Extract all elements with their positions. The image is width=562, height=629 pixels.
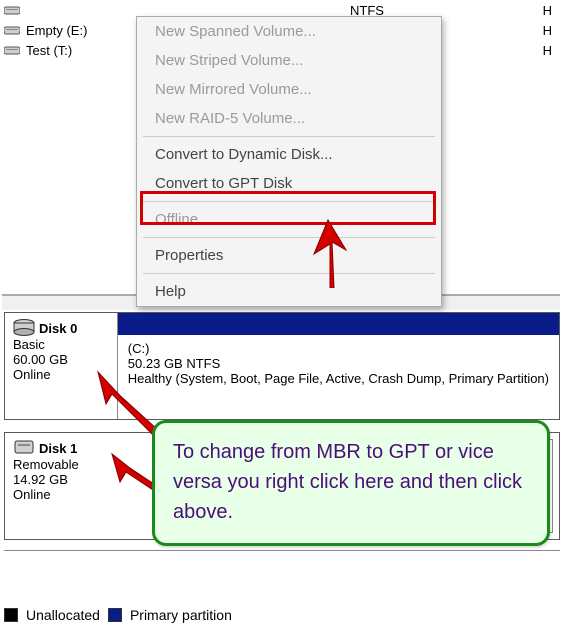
partition-letter: (C:) — [128, 341, 549, 356]
drive-icon — [4, 44, 20, 56]
volume-col: H — [428, 43, 560, 58]
menu-item: New Striped Volume... — [137, 46, 441, 75]
disk-title: Disk 0 — [39, 321, 77, 336]
menu-separator — [143, 237, 435, 238]
annotation-callout: To change from MBR to GPT or vice versa … — [152, 420, 550, 546]
legend-label: Unallocated — [26, 607, 100, 623]
callout-text: To change from MBR to GPT or vice versa … — [173, 437, 529, 527]
disk-status: Online — [13, 487, 170, 502]
menu-separator — [143, 201, 435, 202]
legend-label: Primary partition — [130, 607, 232, 623]
disk-icon — [13, 439, 35, 457]
menu-item: New Mirrored Volume... — [137, 75, 441, 104]
disk-size: 14.92 GB — [13, 472, 170, 487]
menu-item[interactable]: Properties — [137, 241, 441, 270]
disk-status: Online — [13, 367, 109, 382]
menu-item[interactable]: Convert to Dynamic Disk... — [137, 140, 441, 169]
disk-info[interactable]: Disk 0 Basic 60.00 GB Online — [5, 313, 118, 419]
partition-area[interactable]: (C:) 50.23 GB NTFS Healthy (System, Boot… — [118, 313, 559, 419]
menu-separator — [143, 136, 435, 137]
partition-info: 50.23 GB NTFS — [128, 356, 549, 371]
legend-swatch-unallocated — [4, 608, 18, 622]
menu-item: Offline — [137, 205, 441, 234]
disk-size: 60.00 GB — [13, 352, 109, 367]
menu-separator — [143, 273, 435, 274]
volume-col: H — [428, 23, 560, 38]
context-menu: New Spanned Volume...New Striped Volume.… — [136, 16, 442, 307]
legend: Unallocated Primary partition — [4, 607, 232, 623]
partition-health: Healthy (System, Boot, Page File, Active… — [128, 371, 549, 386]
disk-type: Removable — [13, 457, 170, 472]
legend-swatch-primary — [108, 608, 122, 622]
disk-icon — [13, 319, 35, 337]
menu-item[interactable]: Help — [137, 277, 441, 306]
menu-item[interactable]: Convert to GPT Disk — [137, 169, 441, 198]
drive-icon — [4, 24, 20, 36]
drive-icon — [4, 4, 20, 16]
menu-item: New RAID-5 Volume... — [137, 104, 441, 133]
disk-management-screenshot: (C:) Simple Basic NTFS H Empty (E:) H Te… — [0, 0, 562, 629]
disk-block[interactable]: Disk 0 Basic 60.00 GB Online (C:) 50.23 … — [4, 312, 560, 420]
volume-col: H — [428, 3, 560, 18]
disk-title: Disk 1 — [39, 441, 77, 456]
disk-type: Basic — [13, 337, 109, 352]
partition-header — [118, 313, 559, 335]
menu-item: New Spanned Volume... — [137, 17, 441, 46]
